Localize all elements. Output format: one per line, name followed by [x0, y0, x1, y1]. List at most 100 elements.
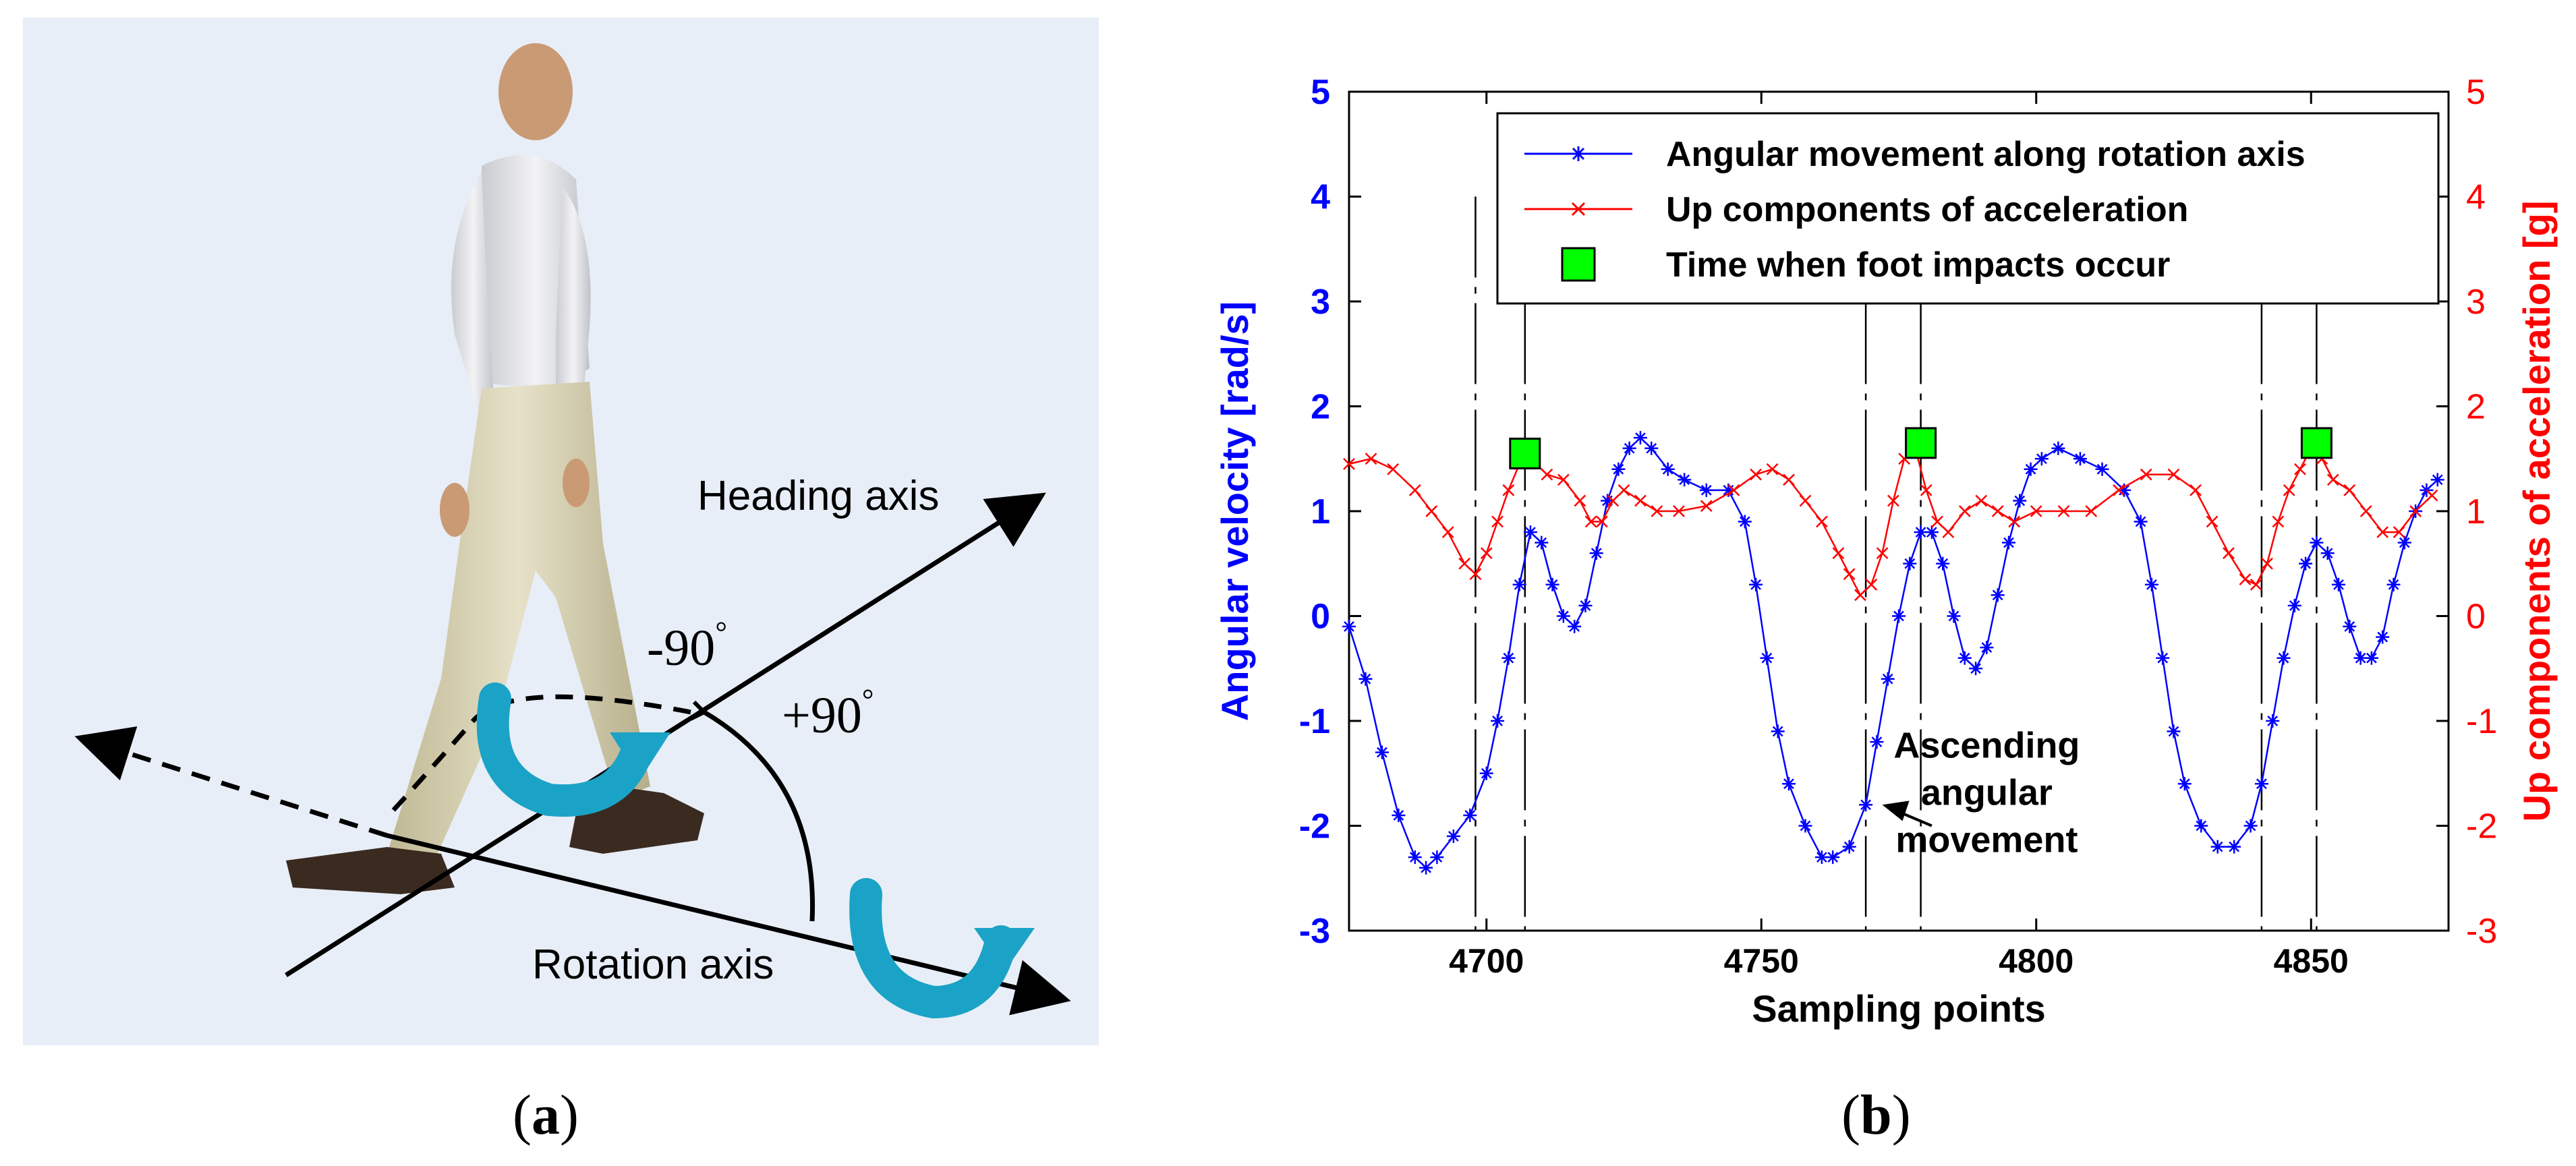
annotation-arrowhead — [1882, 800, 1910, 821]
angular-point-66 — [2227, 840, 2241, 854]
angular-point-15 — [1545, 577, 1559, 591]
angular-point-39 — [1870, 735, 1884, 749]
accel-point-45 — [2030, 505, 2042, 517]
angular-point-9 — [1479, 766, 1493, 780]
accel-point-5 — [1441, 526, 1454, 538]
accel-point-16 — [1584, 515, 1597, 528]
accel-point-49 — [2140, 468, 2152, 481]
accel-point-6 — [1458, 557, 1471, 570]
angular-point-28 — [1721, 483, 1736, 497]
accel-point-47 — [2085, 505, 2098, 517]
angular-point-5 — [1419, 861, 1433, 875]
angular-point-67 — [2243, 819, 2258, 833]
angular-point-45 — [1936, 556, 1950, 571]
angular-point-36 — [1826, 850, 1840, 865]
accel-point-56 — [2261, 557, 2273, 570]
angular-point-31 — [1760, 651, 1774, 665]
ascending-annotation: Ascending angular movement — [1882, 725, 2080, 860]
y-right-tick-label-3: 0 — [2466, 597, 2486, 637]
angular-point-0 — [1342, 620, 1356, 634]
accel-point-34 — [1876, 547, 1889, 560]
accel-point-0 — [1343, 458, 1355, 470]
accel-point-20 — [1634, 494, 1647, 507]
y-right-tick-label-5: 2 — [2466, 388, 2486, 427]
angular-point-1 — [1358, 672, 1373, 686]
accel-point-21 — [1651, 505, 1663, 517]
angular-point-18 — [1578, 598, 1593, 612]
accel-point-10 — [1502, 484, 1515, 496]
angular-point-30 — [1749, 577, 1763, 591]
accel-point-2 — [1387, 463, 1400, 475]
legend-marker-1 — [1571, 202, 1586, 216]
accel-point-63 — [2343, 484, 2356, 496]
rotation-direction-arrow-lower — [849, 878, 1035, 1019]
annotation-line-1: Ascending — [1893, 725, 2080, 765]
positive-90-arc — [703, 709, 815, 922]
angular-point-60 — [2144, 577, 2158, 591]
accel-point-18 — [1607, 494, 1620, 507]
accel-point-66 — [2393, 526, 2405, 538]
angular-point-4 — [1408, 850, 1422, 865]
angular-point-12 — [1512, 577, 1526, 591]
angular-point-51 — [2002, 535, 2015, 550]
accel-point-3 — [1408, 484, 1421, 496]
accel-point-24 — [1727, 484, 1740, 496]
y-left-tick-label-4: 1 — [1311, 492, 1330, 531]
x-tick-label-3: 4850 — [2274, 942, 2349, 980]
angular-point-21 — [1611, 462, 1626, 476]
angular-point-35 — [1814, 850, 1829, 865]
panel-b-chart: 4700 4750 4800 4850 -3 -2 -1 0 1 2 3 4 5 -3 -2 -1 0 1 2 3 4 5… — [1187, 40, 2576, 1092]
angular-point-24 — [1644, 441, 1659, 455]
accel-point-30 — [1832, 547, 1845, 560]
rotation-direction-arrow-upper — [476, 682, 670, 817]
accel-point-46 — [2057, 505, 2070, 517]
annotation-line-3: movement — [1895, 819, 2078, 860]
angular-point-41 — [1892, 609, 1906, 623]
angular-point-14 — [1535, 535, 1549, 550]
heading-axis-label: Heading axis — [697, 473, 939, 519]
accel-point-54 — [2239, 573, 2252, 585]
angular-point-10 — [1491, 714, 1505, 728]
accel-point-44 — [2008, 515, 2021, 528]
y-right-tick-label-0: -3 — [2466, 912, 2497, 951]
accel-point-15 — [1574, 494, 1586, 507]
accel-point-29 — [1816, 515, 1828, 528]
panel-a-svg: Heading axis Rotation axis -90° +90° — [23, 18, 1099, 1045]
angular-point-26 — [1678, 473, 1692, 487]
angular-point-2 — [1375, 745, 1389, 759]
x-tick-label-2: 4800 — [1999, 942, 2073, 980]
accel-point-41 — [1958, 505, 1971, 517]
legend-label-1: Up components of acceleration — [1666, 190, 2188, 229]
annotation-line-2: angular — [1921, 772, 2053, 813]
y-right-tick-label-2: -1 — [2466, 702, 2497, 741]
angular-point-57 — [2095, 462, 2109, 476]
accel-point-51 — [2189, 484, 2202, 496]
y-axis-label-right: Up components of acceleration [g] — [2515, 201, 2558, 822]
angular-point-70 — [2277, 651, 2291, 665]
accel-point-65 — [2376, 526, 2389, 538]
legend-marker-0 — [1571, 146, 1586, 161]
angular-point-79 — [2376, 630, 2390, 644]
accel-point-19 — [1618, 484, 1630, 496]
accel-point-43 — [1991, 505, 2004, 517]
angular-point-32 — [1771, 724, 1785, 738]
angular-point-46 — [1947, 609, 1961, 623]
angular-point-59 — [2134, 515, 2148, 529]
y-left-tick-label-8: 5 — [1311, 73, 1330, 112]
accel-point-26 — [1766, 463, 1779, 475]
chart-svg: 4700 4750 4800 4850 -3 -2 -1 0 1 2 3 4 5 -3 -2 -1 0 1 2 3 4 5… — [1213, 73, 2558, 1030]
series-2 — [1509, 427, 2332, 469]
accel-point-1 — [1365, 453, 1377, 465]
angular-point-53 — [2024, 462, 2038, 476]
accel-point-62 — [2326, 473, 2339, 486]
angular-point-74 — [2320, 546, 2335, 560]
accel-point-8 — [1480, 547, 1493, 560]
accel-point-27 — [1783, 473, 1795, 486]
angular-point-68 — [2254, 777, 2268, 791]
accel-point-67 — [2409, 505, 2422, 517]
y-right-tick-label-4: 1 — [2466, 492, 2486, 531]
caption-b: (b) — [1841, 1084, 1911, 1146]
accel-point-38 — [1920, 484, 1933, 496]
angular-point-84 — [2430, 473, 2444, 487]
angular-point-64 — [2194, 819, 2208, 833]
